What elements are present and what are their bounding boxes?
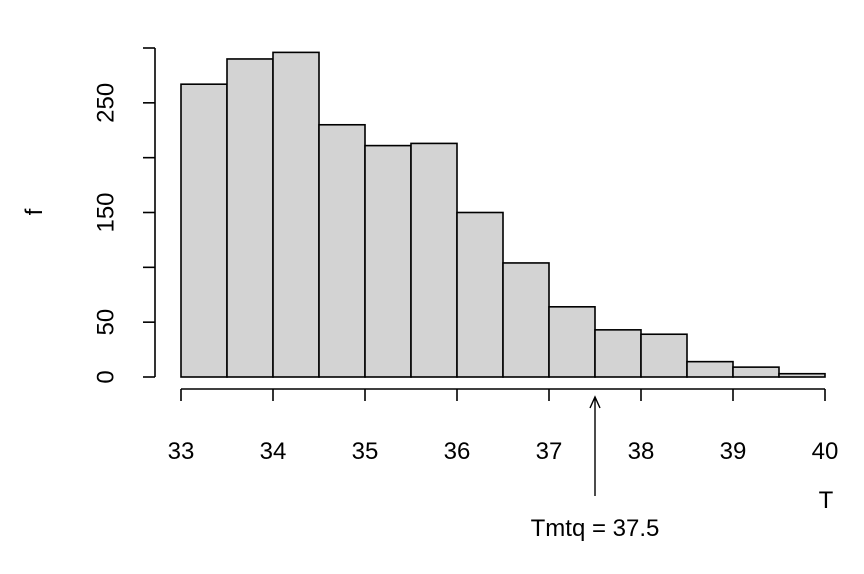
- histogram-bar: [594, 329, 642, 378]
- y-tick-label: 50: [92, 309, 119, 336]
- annotation-group: Tmtq = 37.5: [531, 395, 660, 542]
- x-tick-label: 36: [444, 438, 471, 465]
- histogram-bar: [364, 144, 412, 378]
- x-axis: 33 34 35 36 37 38 39 40: [168, 388, 839, 465]
- histogram-bar: [778, 372, 826, 378]
- histogram-bar: [548, 306, 596, 378]
- histogram-bar: [410, 142, 458, 378]
- x-tick-label: 33: [168, 438, 195, 465]
- histogram-bar: [732, 366, 780, 378]
- x-tick-label: 39: [720, 438, 747, 465]
- x-tick-label: 40: [812, 438, 839, 465]
- bars-group: [180, 51, 826, 378]
- histogram-bar: [226, 58, 274, 378]
- histogram-bar: [456, 211, 504, 378]
- histogram-bar: [272, 51, 320, 378]
- y-tick-label: 250: [92, 83, 119, 123]
- histogram-bar: [318, 123, 366, 378]
- x-tick-label: 35: [352, 438, 379, 465]
- x-tick-label: 34: [260, 438, 287, 465]
- annotation-arrow: [589, 395, 601, 496]
- histogram-bar: [686, 360, 734, 378]
- x-tick-label: 37: [536, 438, 563, 465]
- histogram-bar: [640, 333, 688, 378]
- y-tick-label: 150: [92, 192, 119, 232]
- y-axis: 0 50 150 250: [92, 47, 156, 384]
- annotation-text: Tmtq = 37.5: [531, 515, 660, 542]
- x-axis-label: T: [819, 487, 834, 514]
- y-axis-label: f: [21, 208, 48, 215]
- y-tick-label: 0: [92, 370, 119, 383]
- histogram-bar: [180, 83, 228, 378]
- x-tick-label: 38: [628, 438, 655, 465]
- histogram-bar: [502, 262, 550, 378]
